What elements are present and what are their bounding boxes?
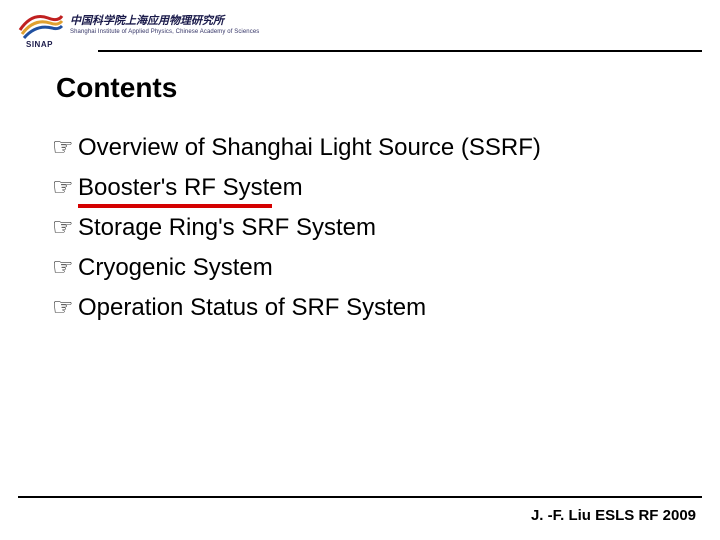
pointing-hand-icon: ☞	[52, 290, 78, 326]
list-item-text: Cryogenic System	[78, 250, 273, 286]
logo-swoosh-icon	[18, 10, 64, 40]
logo-acronym: SINAP	[26, 40, 53, 49]
list-item: ☞Operation Status of SRF System	[52, 290, 541, 326]
list-item: ☞Storage Ring's SRF System	[52, 210, 541, 246]
institute-logo: 中国科学院上海应用物理研究所 Shanghai Institute of App…	[18, 10, 259, 40]
slide-title: Contents	[56, 72, 177, 104]
logo-text: 中国科学院上海应用物理研究所 Shanghai Institute of App…	[70, 16, 259, 35]
list-item-text: Booster's RF System	[78, 170, 303, 206]
list-item: ☞Cryogenic System	[52, 250, 541, 286]
footer-divider	[18, 496, 702, 498]
list-item-text: Operation Status of SRF System	[78, 290, 426, 326]
header-divider	[98, 50, 702, 52]
list-item: ☞Booster's RF System	[52, 170, 541, 206]
pointing-hand-icon: ☞	[52, 210, 78, 246]
logo-chinese-name: 中国科学院上海应用物理研究所	[70, 16, 259, 27]
list-item-text: Storage Ring's SRF System	[78, 210, 376, 246]
pointing-hand-icon: ☞	[52, 170, 78, 206]
list-item-text: Overview of Shanghai Light Source (SSRF)	[78, 130, 541, 166]
pointing-hand-icon: ☞	[52, 250, 78, 286]
list-item: ☞Overview of Shanghai Light Source (SSRF…	[52, 130, 541, 166]
slide-header: 中国科学院上海应用物理研究所 Shanghai Institute of App…	[18, 10, 702, 56]
slide-footer: J. -F. Liu ESLS RF 2009	[531, 507, 696, 524]
logo-english-name: Shanghai Institute of Applied Physics, C…	[70, 29, 259, 35]
pointing-hand-icon: ☞	[52, 130, 78, 166]
contents-list: ☞Overview of Shanghai Light Source (SSRF…	[52, 130, 541, 330]
emphasis-underline	[78, 204, 272, 208]
